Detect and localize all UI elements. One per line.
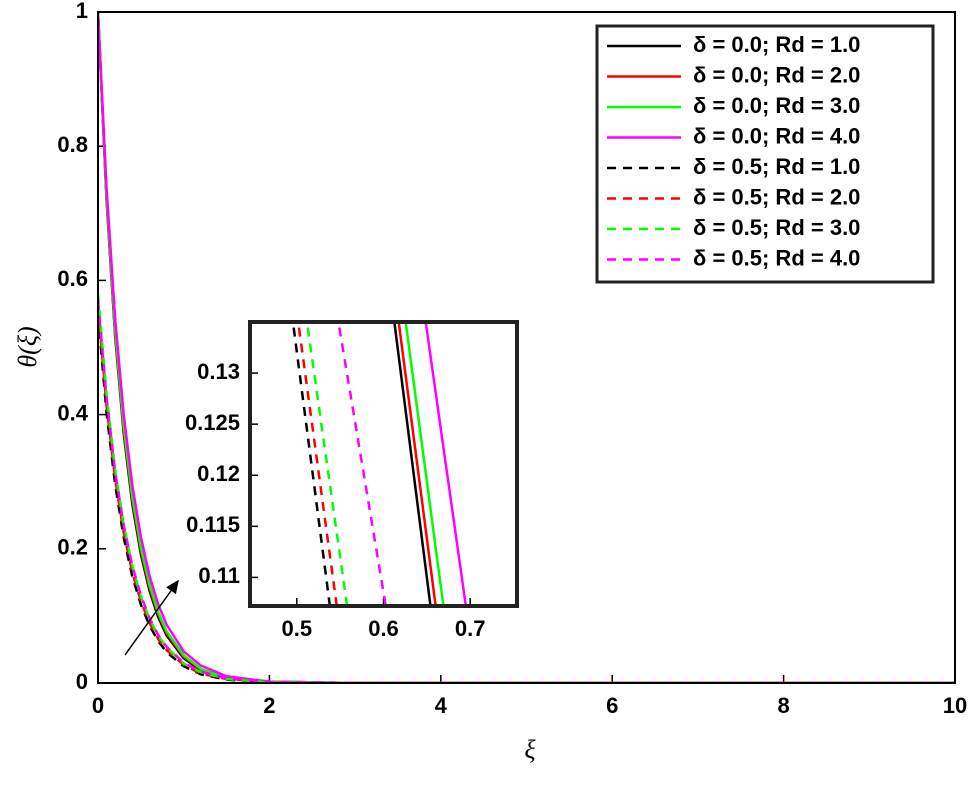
x-tick-label: 8 xyxy=(777,693,789,718)
x-tick-label: 2 xyxy=(263,693,275,718)
y-tick-label: 0.12 xyxy=(197,461,240,486)
y-axis-label: θ(ξ) xyxy=(13,326,42,367)
inset-frame xyxy=(248,320,519,608)
x-axis-label: ξ xyxy=(524,735,536,764)
legend-box xyxy=(595,24,935,284)
series-line xyxy=(296,322,339,606)
y-tick-label: 0.115 xyxy=(186,512,240,537)
x-tick-label: 0.7 xyxy=(455,616,486,641)
legend-label: δ = 0.0; Rd = 2.0 xyxy=(693,62,860,87)
legend-label: δ = 0.0; Rd = 1.0 xyxy=(693,32,860,57)
y-tick-label: 0.125 xyxy=(185,410,240,435)
inset-background xyxy=(250,322,517,606)
x-tick-label: 6 xyxy=(606,693,618,718)
series-line xyxy=(404,322,445,606)
y-tick-label: 0.4 xyxy=(57,400,88,425)
legend-label: δ = 0.0; Rd = 3.0 xyxy=(693,93,860,118)
y-tick-label: 0 xyxy=(76,669,88,694)
x-tick-label: 0.6 xyxy=(368,616,399,641)
series-line xyxy=(291,322,332,606)
axes-frame xyxy=(97,11,956,684)
y-tick-label: 0.2 xyxy=(57,535,88,560)
series-line xyxy=(98,300,955,683)
x-tick-label: 0 xyxy=(92,693,104,718)
series-line xyxy=(393,322,432,606)
series-line xyxy=(98,12,955,683)
x-tick-label: 4 xyxy=(435,693,448,718)
legend-label: δ = 0.5; Rd = 1.0 xyxy=(693,154,860,179)
series-line xyxy=(98,313,955,683)
x-tick-label: 0.5 xyxy=(282,616,313,641)
legend-label: δ = 0.5; Rd = 2.0 xyxy=(693,184,860,209)
legend-label: δ = 0.5; Rd = 3.0 xyxy=(693,215,860,240)
series-group xyxy=(291,322,468,606)
y-tick-label: 0.6 xyxy=(57,266,88,291)
y-tick-label: 0.8 xyxy=(57,132,88,157)
y-tick-label: 0.13 xyxy=(197,359,240,384)
series-line xyxy=(305,322,349,606)
series-line xyxy=(424,322,468,606)
series-line xyxy=(337,322,388,606)
annotation-arrow xyxy=(124,579,179,656)
y-tick-label: 0.11 xyxy=(198,563,240,588)
legend-label: δ = 0.0; Rd = 4.0 xyxy=(693,123,860,148)
y-tick-label: 1 xyxy=(76,0,88,23)
series-group xyxy=(98,12,955,683)
series-line xyxy=(397,322,437,606)
x-tick-label: 10 xyxy=(943,693,967,718)
legend-label: δ = 0.5; Rd = 4.0 xyxy=(693,245,860,270)
